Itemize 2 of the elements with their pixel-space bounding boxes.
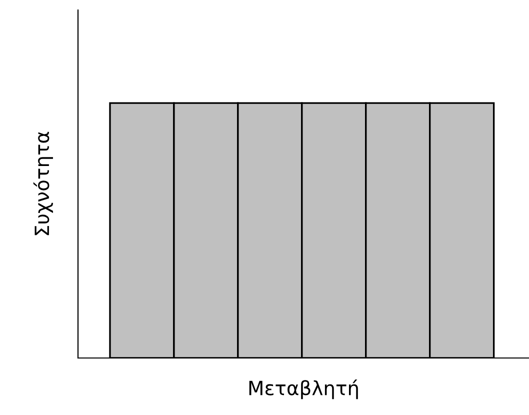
x-axis-title: Μεταβλητή [249,380,358,400]
y-axis-title: Συχνότητα [33,132,53,236]
